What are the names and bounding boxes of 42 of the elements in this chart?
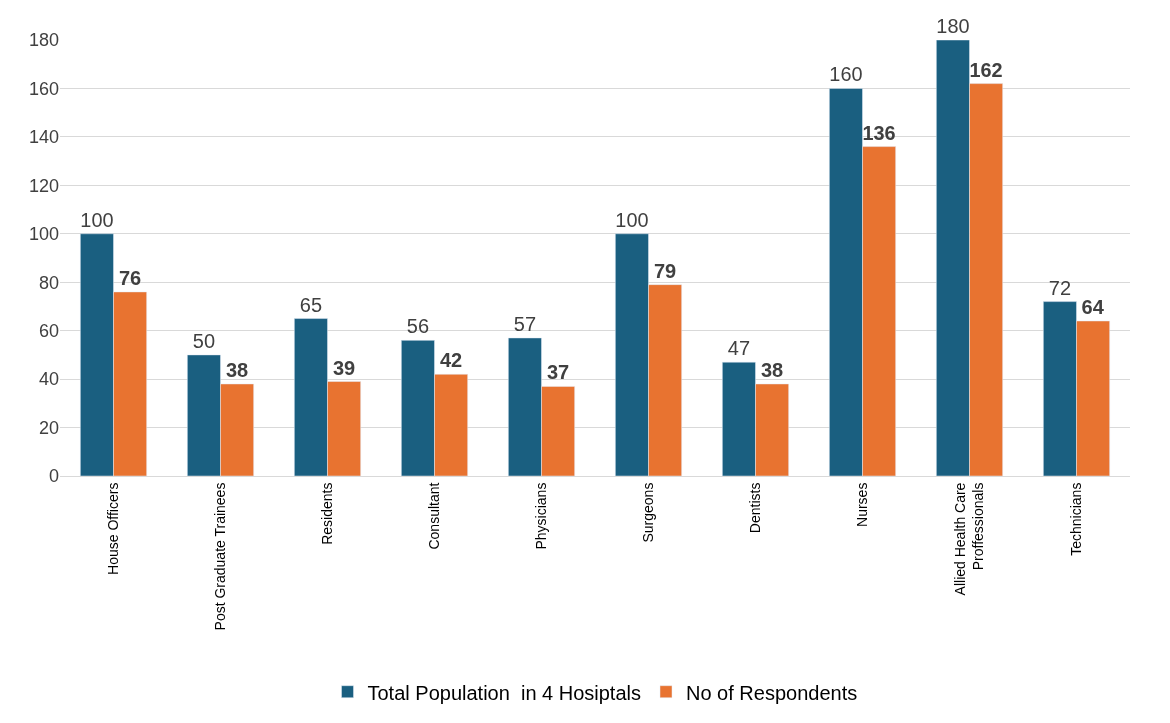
x-tick-label: House Officers <box>105 482 122 575</box>
y-tick-label: 180 <box>28 30 59 51</box>
data-label: 39 <box>332 356 356 379</box>
x-tick-label: Nurses <box>854 482 871 527</box>
data-label: 65 <box>299 293 323 316</box>
y-tick-label: 60 <box>38 320 59 341</box>
y-tick-label: 0 <box>48 466 59 487</box>
data-label: 100 <box>80 208 114 231</box>
x-tick-label: Surgeons <box>640 482 657 543</box>
x-tick-label: Physicians <box>533 482 550 550</box>
legend-label: Total Population in 4 Hosiptals <box>367 681 641 704</box>
x-tick-label: Residents <box>319 482 336 545</box>
y-tick-label: 160 <box>28 78 59 99</box>
y-tick-label: 100 <box>28 224 59 245</box>
data-label: 38 <box>760 358 784 381</box>
x-tick-label: Dentists <box>747 482 764 534</box>
y-tick-label: 80 <box>38 272 59 293</box>
data-label: 50 <box>192 329 216 352</box>
data-label: 72 <box>1048 276 1072 299</box>
data-label: 37 <box>546 361 570 384</box>
data-label: 38 <box>225 358 249 381</box>
x-tick-label: Consultant <box>426 482 443 550</box>
data-label: 57 <box>513 312 537 335</box>
data-label: 136 <box>862 121 896 144</box>
data-label: 56 <box>406 315 430 338</box>
x-tick-label: Post Graduate Trainees <box>212 482 229 631</box>
y-tick-label: 40 <box>38 369 59 390</box>
data-label: 64 <box>1081 295 1105 318</box>
data-label: 42 <box>439 349 463 372</box>
data-label: 162 <box>969 58 1003 81</box>
data-label: 180 <box>936 15 970 38</box>
y-tick-label: 120 <box>28 175 59 196</box>
legend-label: No of Respondents <box>686 681 858 704</box>
x-tick-label: Allied Health Care Proffessionals <box>951 482 987 596</box>
data-label: 76 <box>118 266 142 289</box>
data-label: 100 <box>615 208 649 231</box>
y-tick-label: 140 <box>28 127 59 148</box>
x-tick-label: Technicians <box>1068 482 1085 556</box>
y-tick-label: 20 <box>38 417 59 438</box>
data-label: 160 <box>829 63 863 86</box>
data-label: 79 <box>653 259 677 282</box>
data-label: 47 <box>727 337 751 360</box>
